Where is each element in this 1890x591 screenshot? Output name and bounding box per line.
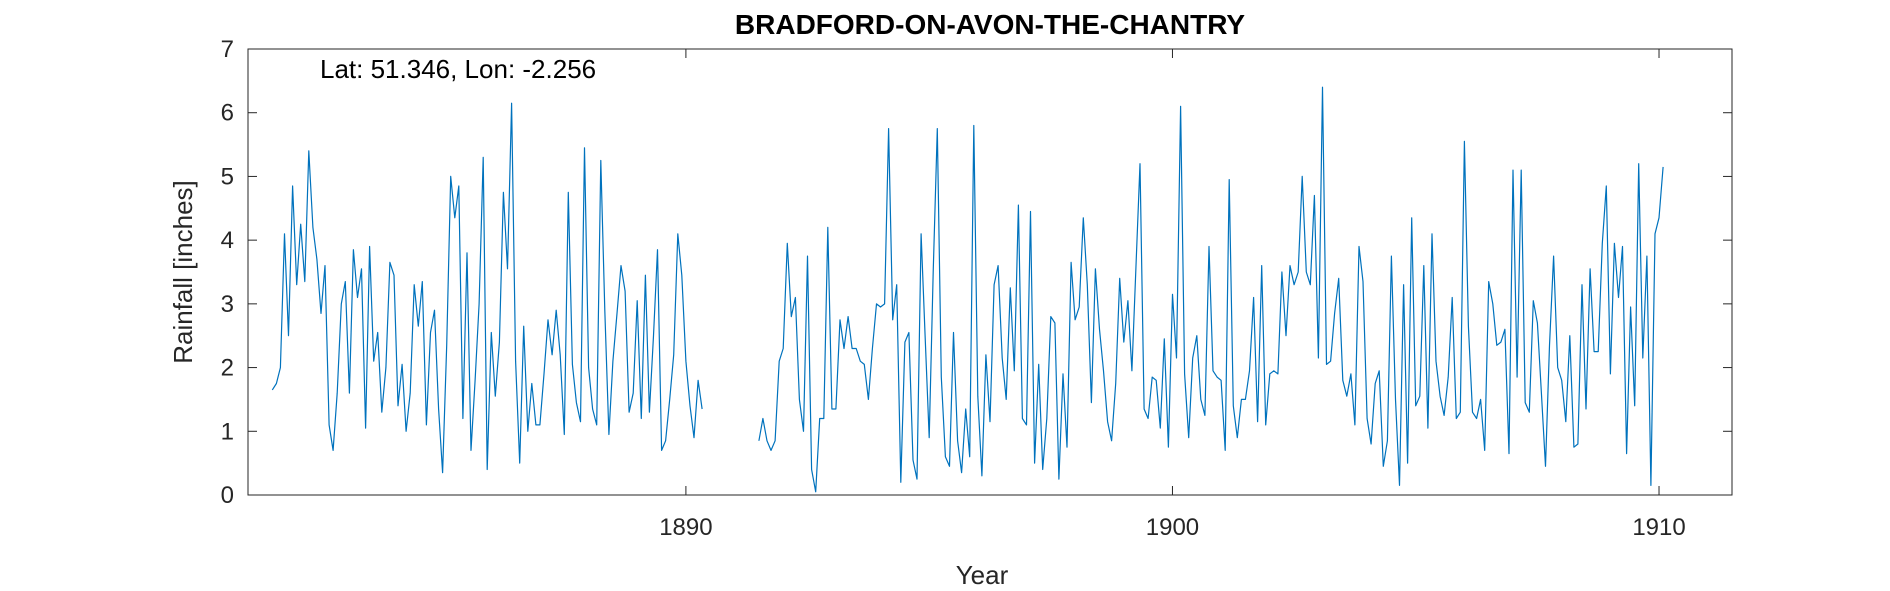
axis-ticks: 0 1 2 3 4 5 6 7 1890 1900 1910 — [221, 36, 1732, 541]
x-axis-label: Year — [956, 560, 1009, 590]
plot-area-border — [247, 48, 1733, 496]
y-tick-label: 7 — [221, 36, 234, 63]
axes-frame — [247, 48, 1733, 496]
x-tick-label: 1900 — [1146, 514, 1199, 541]
y-tick-label: 6 — [221, 100, 234, 127]
data-lines — [271, 86, 1664, 493]
y-tick-label: 0 — [221, 482, 234, 509]
y-tick-label: 3 — [221, 291, 234, 318]
rainfall-series-line-segment-2 — [758, 86, 1664, 493]
chart-title: BRADFORD-ON-AVON-THE-CHANTRY — [735, 9, 1245, 40]
y-tick-label: 1 — [221, 418, 234, 445]
y-tick-label: 2 — [221, 355, 234, 382]
x-tick-label: 1910 — [1632, 514, 1685, 541]
y-tick-label: 5 — [221, 163, 234, 190]
x-tick-label: 1890 — [659, 514, 712, 541]
rainfall-series-line-segment-1 — [271, 102, 703, 474]
y-tick-label: 4 — [221, 227, 234, 254]
y-axis-label: Rainfall [inches] — [168, 180, 198, 364]
location-annotation: Lat: 51.346, Lon: -2.256 — [320, 54, 596, 84]
